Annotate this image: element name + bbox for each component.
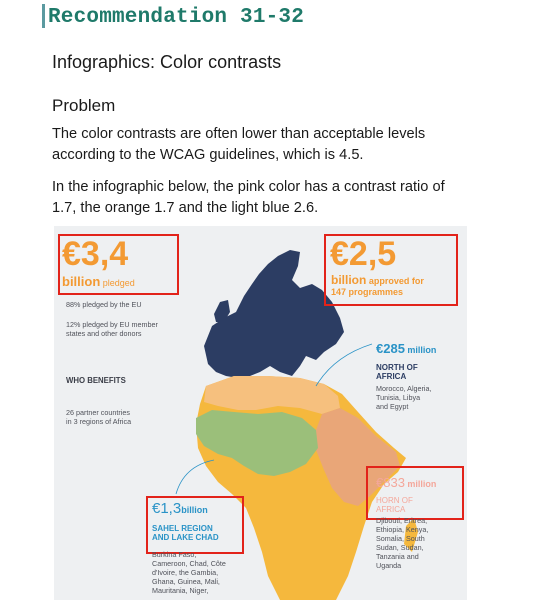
partner-countries-text: 26 partner countries in 3 regions of Afr… xyxy=(66,408,131,426)
north-country-line-1: Morocco, Algeria, xyxy=(376,384,432,393)
problem-paragraph-2: In the infographic below, the pink color… xyxy=(52,177,522,219)
paragraph-1-line-1: The color contrasts are often lower than… xyxy=(52,126,426,142)
paragraph-1-line-2: according to the WCAG guidelines, which … xyxy=(52,147,364,163)
sahel-unit: billion xyxy=(181,505,208,515)
sahel-country-line-2: Cameroon, Chad, Côte xyxy=(152,559,226,568)
horn-highlight-box xyxy=(366,466,464,520)
approved-for: approved for xyxy=(366,276,424,286)
north-countries: Morocco, Algeria, Tunisia, Libya and Egy… xyxy=(376,384,432,411)
horn-country-line-1: Djibouti, Eritrea, xyxy=(376,516,428,525)
horn-amount: €833 xyxy=(376,475,405,490)
horn-title-line-1: HORN OF xyxy=(376,496,413,505)
approved-highlight-box xyxy=(324,234,458,306)
sahel-title-line-1: SAHEL REGION xyxy=(152,524,213,533)
approved-billion: billion xyxy=(331,273,367,287)
europe-region xyxy=(204,250,344,378)
problem-heading: Problem xyxy=(52,96,116,115)
north-title-line-1: NORTH OF xyxy=(376,363,418,372)
paragraph-2-line-1: In the infographic below, the pink color… xyxy=(52,179,445,195)
horn-countries: Djibouti, Eritrea, Ethiopia, Kenya, Soma… xyxy=(376,516,428,570)
north-africa-region xyxy=(204,376,340,414)
eu-percentage-text: 88% pledged by the EU xyxy=(66,300,142,309)
horn-unit: million xyxy=(404,479,437,489)
north-amount: €285 xyxy=(376,341,405,356)
paragraph-2-line-2: 1.7, the orange 1.7 and the light blue 2… xyxy=(52,200,319,216)
horn-amount-line: €833 million xyxy=(376,474,436,492)
pledged-billion: billion xyxy=(62,274,101,289)
header-accent-bar xyxy=(42,4,45,28)
horn-country-line-3: Somalia, South xyxy=(376,534,425,543)
pledged-label: billion pledged xyxy=(62,274,135,289)
sahel-country-line-1: Burkina Faso, xyxy=(152,550,197,559)
horn-country-line-6: Uganda xyxy=(376,561,402,570)
recommendation-title: Recommendation 31-32 xyxy=(48,5,305,29)
infographic-image: €3,4 billion pledged 88% pledged by the … xyxy=(54,226,467,600)
horn-country-line-4: Sudan, Sudan, xyxy=(376,543,424,552)
north-title-line-2: AFRICA xyxy=(376,372,407,381)
sahel-highlight-box xyxy=(146,496,244,554)
member-line-2: states and other donors xyxy=(66,329,142,338)
north-unit: million xyxy=(404,345,437,355)
who-benefits-label: WHO BENEFITS xyxy=(66,376,126,385)
europe-africa-map xyxy=(175,250,418,600)
sahel-amount: €1,3 xyxy=(152,500,182,517)
partners-line-1: 26 partner countries xyxy=(66,408,130,417)
problem-paragraph-1: The color contrasts are often lower than… xyxy=(52,124,522,166)
member-states-text: 12% pledged by EU member states and othe… xyxy=(66,320,158,338)
sahel-region xyxy=(196,410,318,476)
recommendation-header: Recommendation 31-32 xyxy=(42,4,305,30)
partners-line-2: in 3 regions of Africa xyxy=(66,417,132,426)
pledged-word: pledged xyxy=(100,278,135,288)
approved-programmes: 147 programmes xyxy=(331,287,404,297)
north-amount-line: €285 million xyxy=(376,340,436,358)
sahel-amount-line: €1,3billion xyxy=(152,500,208,518)
sahel-pointer-line xyxy=(175,459,215,495)
sahel-countries: Burkina Faso, Cameroon, Chad, Côte d'Ivo… xyxy=(152,550,226,595)
horn-title: HORN OF AFRICA xyxy=(376,496,413,514)
approved-label: billion approved for 147 programmes xyxy=(331,274,424,298)
north-title: NORTH OF AFRICA xyxy=(376,363,418,381)
approved-amount: €2,5 xyxy=(330,235,397,273)
north-country-line-2: Tunisia, Libya xyxy=(376,393,421,402)
horn-title-line-2: AFRICA xyxy=(376,505,406,514)
sahel-country-line-3: d'Ivoire, the Gambia, xyxy=(152,568,219,577)
uk-shape xyxy=(214,300,230,322)
horn-country-line-5: Tanzania and xyxy=(376,552,419,561)
north-pointer-line xyxy=(315,343,373,387)
north-country-line-3: and Egypt xyxy=(376,402,409,411)
page-subtitle: Infographics: Color contrasts xyxy=(52,52,282,72)
madagascar-shape xyxy=(404,518,418,552)
member-line-1: 12% pledged by EU member xyxy=(66,320,158,329)
sahel-country-line-5: Mauritania, Niger, xyxy=(152,586,209,595)
pledged-amount: €3,4 xyxy=(62,235,129,273)
sahel-title-line-2: AND LAKE CHAD xyxy=(152,533,219,542)
sahel-country-line-4: Ghana, Guinea, Mali, xyxy=(152,577,220,586)
horn-country-line-2: Ethiopia, Kenya, xyxy=(376,525,429,534)
pledged-highlight-box xyxy=(58,234,179,295)
sahel-title: SAHEL REGION AND LAKE CHAD xyxy=(152,524,219,542)
horn-region xyxy=(316,408,400,506)
